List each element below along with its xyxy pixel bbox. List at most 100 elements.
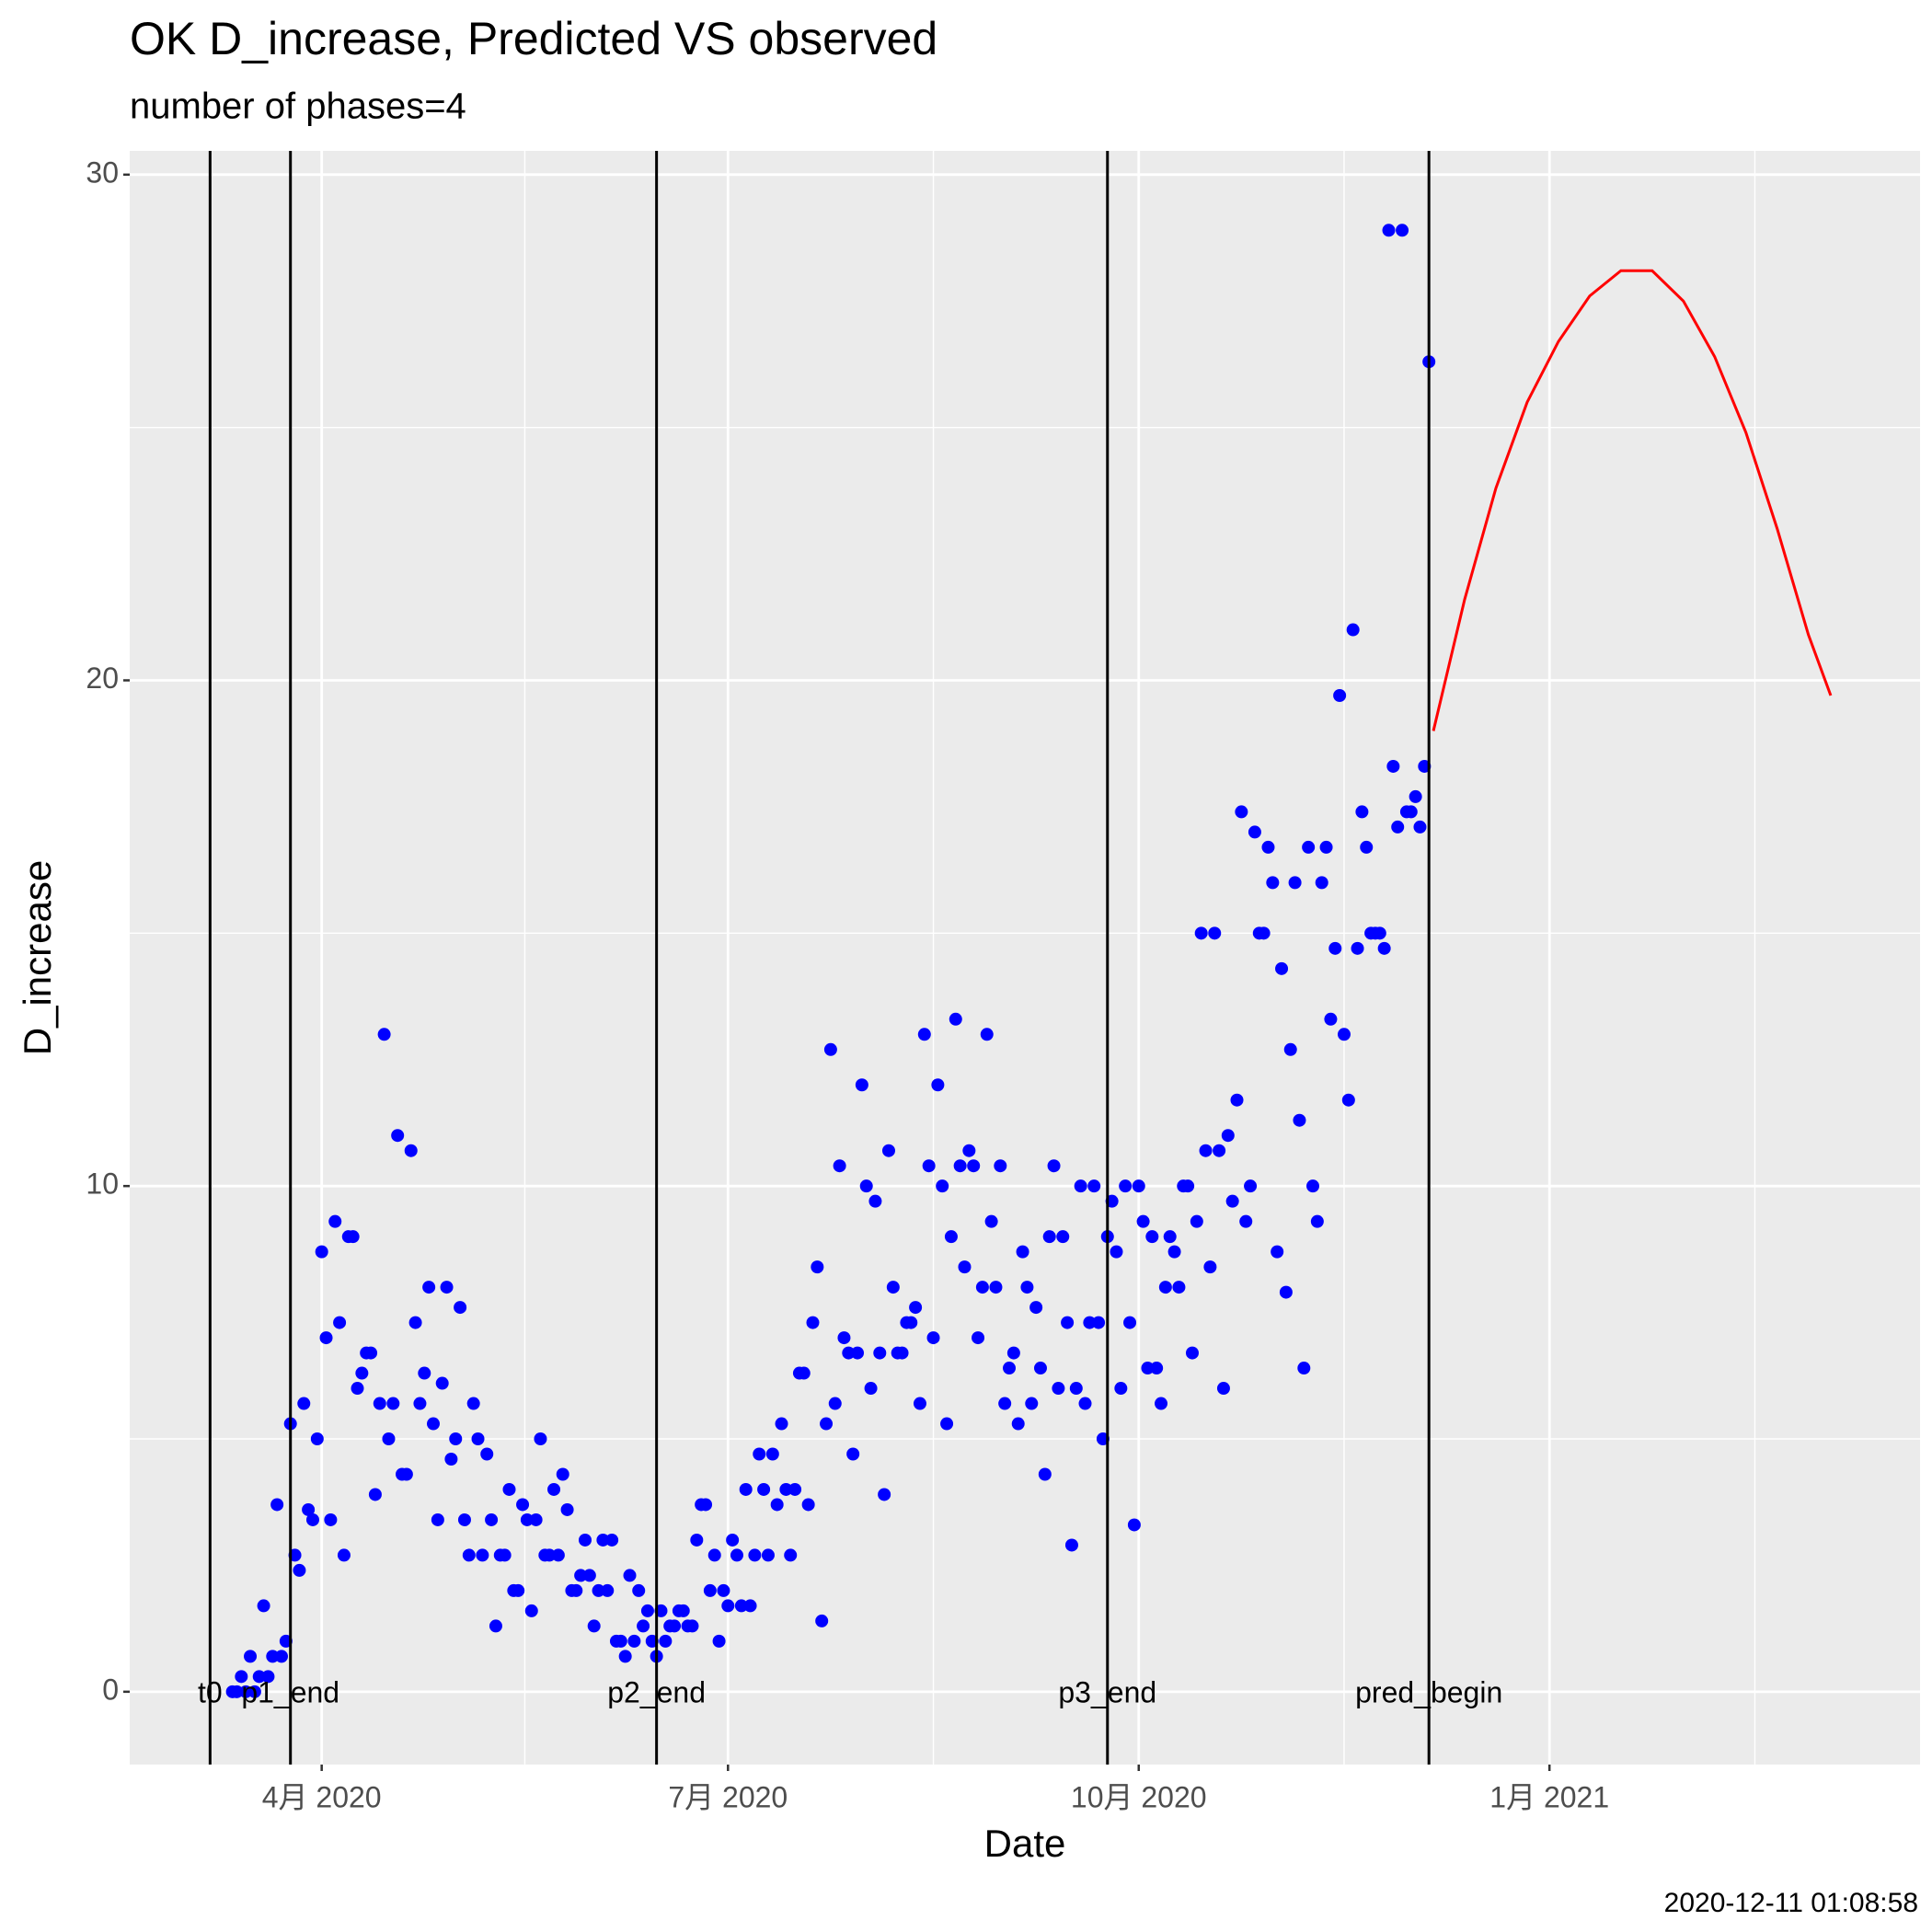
y-tick-label: 0: [102, 1673, 119, 1706]
data-point: [931, 1078, 945, 1092]
data-point: [498, 1548, 512, 1562]
data-point: [489, 1619, 502, 1633]
data-point: [1409, 789, 1422, 803]
data-point: [873, 1346, 887, 1360]
phase-label: p3_end: [1058, 1675, 1156, 1708]
data-point: [1003, 1362, 1017, 1375]
data-point: [703, 1583, 717, 1597]
data-point: [1315, 876, 1328, 890]
y-tick-label: 10: [86, 1167, 119, 1201]
data-point: [1155, 1397, 1168, 1410]
data-point: [274, 1650, 288, 1663]
data-point: [864, 1382, 878, 1396]
data-point: [743, 1599, 757, 1613]
data-point: [797, 1366, 811, 1380]
data-point: [1266, 876, 1280, 890]
data-point: [582, 1569, 596, 1582]
data-point: [940, 1417, 954, 1431]
data-point: [337, 1548, 351, 1562]
data-point: [1047, 1159, 1061, 1173]
data-point: [846, 1447, 860, 1461]
data-point: [1052, 1382, 1065, 1396]
y-axis-title: D_increase: [16, 860, 59, 1055]
data-point: [1391, 820, 1405, 834]
data-point: [1056, 1230, 1070, 1244]
data-point: [868, 1194, 882, 1208]
data-point: [1119, 1179, 1133, 1193]
data-point: [1087, 1179, 1101, 1193]
data-point: [310, 1432, 324, 1446]
phase-label: pred_begin: [1355, 1675, 1502, 1708]
data-point: [524, 1604, 538, 1617]
data-point: [975, 1281, 989, 1294]
data-point: [1319, 840, 1333, 854]
data-point: [1208, 926, 1222, 940]
data-point: [426, 1417, 440, 1431]
data-point: [739, 1482, 753, 1496]
data-point: [828, 1397, 842, 1410]
data-point: [998, 1397, 1012, 1410]
data-point: [382, 1432, 396, 1446]
data-point: [881, 1144, 895, 1157]
data-point: [895, 1346, 909, 1360]
data-point: [922, 1159, 936, 1173]
data-point: [784, 1548, 798, 1562]
data-point: [775, 1417, 788, 1431]
data-point: [319, 1331, 333, 1345]
data-point: [601, 1583, 615, 1597]
data-point: [355, 1366, 369, 1380]
data-point: [516, 1498, 530, 1512]
data-point: [534, 1432, 547, 1446]
data-point: [351, 1382, 364, 1396]
data-point: [1386, 759, 1400, 773]
prediction-line: [1432, 269, 1833, 731]
y-tick-label: 20: [86, 661, 119, 695]
data-point: [1123, 1316, 1137, 1329]
data-point: [556, 1467, 569, 1481]
data-point: [418, 1366, 431, 1380]
data-point: [440, 1281, 454, 1294]
data-point: [422, 1281, 436, 1294]
data-point: [878, 1488, 891, 1501]
data-point: [659, 1634, 673, 1648]
data-point: [476, 1548, 489, 1562]
data-point: [1396, 224, 1409, 237]
data-point: [431, 1512, 444, 1526]
x-tick-label: 7月 2020: [668, 1780, 788, 1813]
data-point: [823, 1042, 837, 1056]
data-point: [454, 1301, 467, 1315]
data-point: [502, 1482, 516, 1496]
data-point: [623, 1569, 637, 1582]
data-point: [1025, 1397, 1039, 1410]
data-point: [1127, 1518, 1141, 1532]
data-point: [1158, 1281, 1172, 1294]
data-point: [1248, 825, 1261, 839]
data-point: [1064, 1538, 1078, 1552]
data-point: [1069, 1382, 1083, 1396]
data-point: [842, 1346, 856, 1360]
data-point: [1328, 941, 1342, 955]
data-point: [1333, 688, 1347, 702]
data-point: [404, 1144, 418, 1157]
data-point: [958, 1260, 972, 1274]
data-point: [859, 1179, 873, 1193]
data-point: [551, 1548, 565, 1562]
data-point: [257, 1599, 270, 1613]
data-point: [676, 1604, 690, 1617]
data-point: [944, 1230, 958, 1244]
data-point: [855, 1078, 868, 1092]
data-point: [1221, 1129, 1235, 1143]
data-point: [1271, 1245, 1284, 1259]
data-point: [1283, 1042, 1297, 1056]
data-point: [1132, 1179, 1145, 1193]
data-point: [305, 1512, 319, 1526]
data-point: [1033, 1362, 1047, 1375]
data-point: [1011, 1417, 1025, 1431]
data-point: [230, 1685, 244, 1698]
data-point: [1257, 926, 1271, 940]
data-point: [1213, 1144, 1226, 1157]
data-point: [761, 1548, 775, 1562]
data-point: [980, 1028, 994, 1041]
data-point: [779, 1482, 793, 1496]
data-point: [1141, 1362, 1155, 1375]
